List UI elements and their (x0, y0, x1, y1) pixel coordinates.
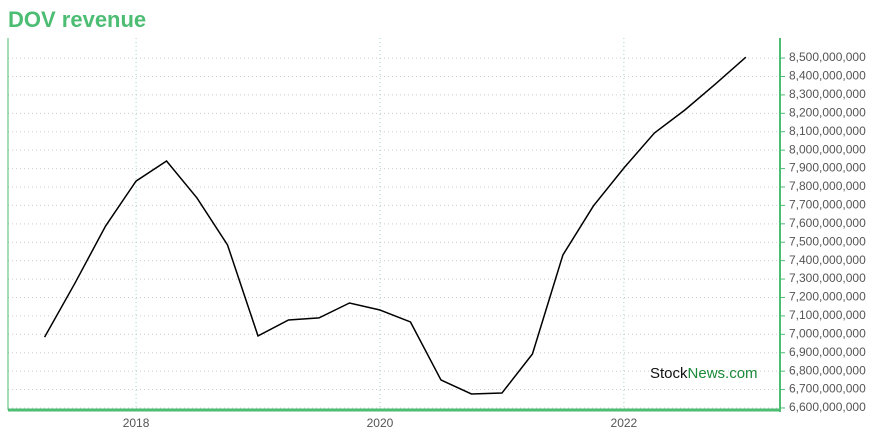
y-tick-label: 8,500,000,000 (789, 50, 866, 64)
y-tick-label: 7,900,000,000 (789, 161, 866, 175)
y-tick-label: 6,800,000,000 (789, 363, 866, 377)
x-tick-label: 2018 (123, 416, 150, 430)
x-tick-label: 2022 (611, 416, 638, 430)
line (43, 56, 747, 395)
y-tick-label: 8,300,000,000 (789, 87, 866, 101)
y-tick-label: 8,200,000,000 (789, 105, 866, 119)
y-tick-label: 7,600,000,000 (789, 216, 866, 230)
watermark-green: News.com (688, 365, 758, 382)
y-tick-label: 7,300,000,000 (789, 271, 866, 285)
y-tick-label: 7,200,000,000 (789, 290, 866, 304)
y-tick-label: 8,100,000,000 (789, 124, 866, 138)
chart-title: DOV revenue (8, 7, 146, 32)
y-tick-label: 7,400,000,000 (789, 253, 866, 267)
y-tick-label: 6,700,000,000 (789, 382, 866, 396)
y-tick-label: 7,100,000,000 (789, 308, 866, 322)
y-tick-label: 6,900,000,000 (789, 345, 866, 359)
y-tick-label: 7,000,000,000 (789, 326, 866, 340)
y-tick-label: 7,500,000,000 (789, 234, 866, 248)
y-tick-label: 8,400,000,000 (789, 69, 866, 83)
x-tick-label: 2020 (367, 416, 394, 430)
watermark: StockNews.com (650, 365, 758, 382)
y-tick-label: 7,800,000,000 (789, 179, 866, 193)
watermark-dark: Stock (650, 365, 688, 382)
y-tick-label: 7,700,000,000 (789, 198, 866, 212)
y-tick-label: 6,600,000,000 (789, 400, 866, 414)
y-tick-label: 8,000,000,000 (789, 142, 866, 156)
